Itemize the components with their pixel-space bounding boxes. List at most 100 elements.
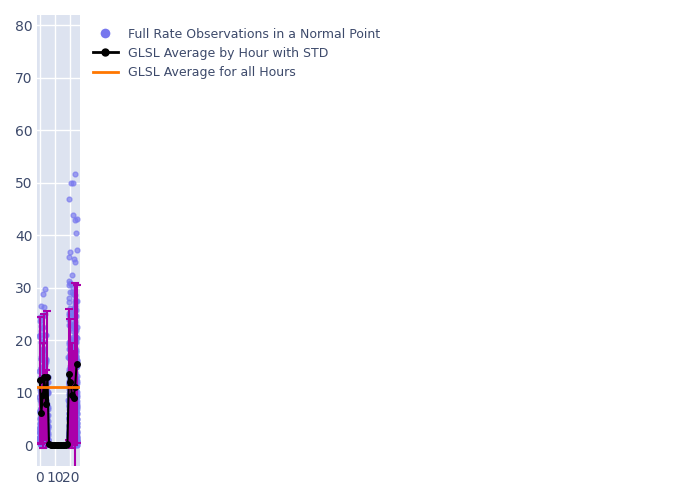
Full Rate Observations in a Normal Point [69, 344, 80, 351]
Full Rate Observations in a Normal Point [41, 400, 52, 408]
Full Rate Observations in a Normal Point [64, 277, 75, 285]
Full Rate Observations in a Normal Point [67, 436, 78, 444]
Full Rate Observations in a Normal Point [71, 426, 82, 434]
Full Rate Observations in a Normal Point [36, 364, 48, 372]
Full Rate Observations in a Normal Point [68, 418, 79, 426]
Full Rate Observations in a Normal Point [42, 373, 53, 381]
Full Rate Observations in a Normal Point [38, 406, 49, 414]
Full Rate Observations in a Normal Point [69, 420, 80, 428]
Full Rate Observations in a Normal Point [65, 410, 76, 418]
Full Rate Observations in a Normal Point [36, 412, 47, 420]
Full Rate Observations in a Normal Point [68, 430, 79, 438]
GLSL Average by Hour with STD [69, 395, 78, 401]
Full Rate Observations in a Normal Point [71, 426, 82, 434]
GLSL Average by Hour with STD [63, 441, 71, 447]
GLSL Average by Hour with STD [36, 376, 44, 382]
Full Rate Observations in a Normal Point [66, 271, 78, 279]
Full Rate Observations in a Normal Point [69, 322, 80, 330]
Full Rate Observations in a Normal Point [34, 419, 46, 427]
Full Rate Observations in a Normal Point [37, 387, 48, 395]
Full Rate Observations in a Normal Point [39, 428, 50, 436]
Full Rate Observations in a Normal Point [69, 170, 80, 178]
Full Rate Observations in a Normal Point [65, 418, 76, 426]
Full Rate Observations in a Normal Point [69, 412, 80, 420]
Full Rate Observations in a Normal Point [40, 412, 51, 420]
Full Rate Observations in a Normal Point [37, 412, 48, 420]
Full Rate Observations in a Normal Point [36, 354, 47, 362]
Full Rate Observations in a Normal Point [63, 345, 74, 353]
Full Rate Observations in a Normal Point [71, 434, 83, 442]
Full Rate Observations in a Normal Point [65, 179, 76, 187]
Full Rate Observations in a Normal Point [69, 406, 80, 413]
Full Rate Observations in a Normal Point [65, 439, 76, 447]
Full Rate Observations in a Normal Point [63, 390, 74, 398]
Full Rate Observations in a Normal Point [70, 320, 81, 328]
Full Rate Observations in a Normal Point [38, 398, 50, 406]
GLSL Average for all Hours [37, 384, 46, 390]
Full Rate Observations in a Normal Point [67, 402, 78, 410]
Full Rate Observations in a Normal Point [38, 434, 49, 442]
Full Rate Observations in a Normal Point [42, 378, 53, 386]
Full Rate Observations in a Normal Point [71, 420, 82, 428]
Full Rate Observations in a Normal Point [69, 352, 80, 360]
Full Rate Observations in a Normal Point [71, 423, 83, 431]
Full Rate Observations in a Normal Point [41, 438, 52, 446]
Full Rate Observations in a Normal Point [37, 398, 48, 406]
Full Rate Observations in a Normal Point [66, 430, 78, 438]
Full Rate Observations in a Normal Point [69, 360, 80, 368]
Full Rate Observations in a Normal Point [69, 420, 80, 428]
Full Rate Observations in a Normal Point [64, 440, 75, 448]
GLSL Average by Hour with STD [65, 372, 74, 378]
Full Rate Observations in a Normal Point [38, 422, 49, 430]
Full Rate Observations in a Normal Point [70, 380, 81, 388]
Full Rate Observations in a Normal Point [66, 412, 77, 420]
Full Rate Observations in a Normal Point [71, 297, 83, 305]
Full Rate Observations in a Normal Point [68, 421, 79, 429]
Full Rate Observations in a Normal Point [36, 377, 48, 385]
Full Rate Observations in a Normal Point [41, 438, 52, 446]
Full Rate Observations in a Normal Point [64, 422, 75, 430]
Full Rate Observations in a Normal Point [70, 228, 81, 236]
Full Rate Observations in a Normal Point [42, 389, 53, 397]
Full Rate Observations in a Normal Point [66, 429, 78, 437]
Full Rate Observations in a Normal Point [71, 379, 83, 387]
Full Rate Observations in a Normal Point [64, 396, 76, 404]
Full Rate Observations in a Normal Point [39, 374, 50, 382]
Full Rate Observations in a Normal Point [38, 420, 50, 428]
Full Rate Observations in a Normal Point [64, 338, 75, 346]
Full Rate Observations in a Normal Point [68, 210, 79, 218]
Full Rate Observations in a Normal Point [69, 406, 80, 414]
Full Rate Observations in a Normal Point [66, 416, 78, 424]
Full Rate Observations in a Normal Point [64, 366, 76, 374]
Full Rate Observations in a Normal Point [34, 439, 46, 447]
Full Rate Observations in a Normal Point [66, 386, 78, 394]
Full Rate Observations in a Normal Point [38, 434, 49, 442]
Full Rate Observations in a Normal Point [41, 426, 52, 434]
GLSL Average by Hour with STD [66, 379, 75, 385]
Full Rate Observations in a Normal Point [66, 440, 78, 448]
Full Rate Observations in a Normal Point [42, 436, 53, 444]
Full Rate Observations in a Normal Point [39, 438, 50, 446]
Full Rate Observations in a Normal Point [69, 436, 80, 444]
Full Rate Observations in a Normal Point [39, 418, 50, 426]
Full Rate Observations in a Normal Point [63, 428, 74, 436]
Full Rate Observations in a Normal Point [65, 320, 76, 328]
Full Rate Observations in a Normal Point [63, 408, 74, 416]
Full Rate Observations in a Normal Point [66, 432, 78, 440]
Full Rate Observations in a Normal Point [70, 388, 81, 396]
Full Rate Observations in a Normal Point [34, 428, 46, 436]
Full Rate Observations in a Normal Point [39, 400, 50, 408]
Full Rate Observations in a Normal Point [37, 440, 48, 448]
Full Rate Observations in a Normal Point [38, 440, 49, 448]
Full Rate Observations in a Normal Point [64, 413, 76, 421]
Full Rate Observations in a Normal Point [67, 430, 78, 438]
Full Rate Observations in a Normal Point [65, 414, 76, 422]
Full Rate Observations in a Normal Point [42, 373, 53, 381]
Full Rate Observations in a Normal Point [66, 432, 77, 440]
GLSL Average by Hour with STD [62, 442, 70, 448]
Full Rate Observations in a Normal Point [34, 424, 46, 432]
Full Rate Observations in a Normal Point [68, 410, 79, 418]
Full Rate Observations in a Normal Point [38, 397, 49, 405]
Full Rate Observations in a Normal Point [66, 436, 78, 444]
Full Rate Observations in a Normal Point [71, 398, 82, 406]
